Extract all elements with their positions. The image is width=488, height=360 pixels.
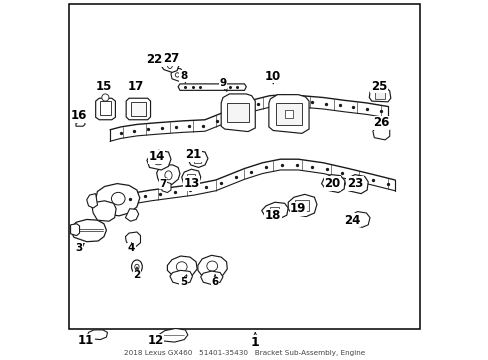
Polygon shape: [198, 255, 227, 278]
Text: 2018 Lexus GX460   51401-35430   Bracket Sub-Assembly, Engine: 2018 Lexus GX460 51401-35430 Bracket Sub…: [123, 350, 365, 356]
Polygon shape: [287, 194, 316, 217]
Text: 16: 16: [70, 109, 87, 122]
Polygon shape: [72, 220, 106, 242]
Text: 8: 8: [180, 71, 187, 81]
Bar: [285, 110, 292, 118]
Text: 17: 17: [128, 80, 144, 93]
Text: 5: 5: [180, 277, 187, 287]
Text: 18: 18: [264, 210, 281, 222]
Bar: [187, 174, 195, 181]
Ellipse shape: [131, 260, 142, 274]
Bar: [351, 180, 360, 188]
Text: 15: 15: [96, 80, 112, 93]
Text: 23: 23: [346, 177, 362, 190]
Polygon shape: [171, 68, 183, 81]
Polygon shape: [87, 330, 107, 339]
Polygon shape: [368, 89, 390, 102]
Polygon shape: [261, 202, 287, 219]
Polygon shape: [147, 150, 171, 170]
Text: 3: 3: [75, 243, 82, 253]
Ellipse shape: [153, 156, 163, 165]
Polygon shape: [86, 194, 97, 208]
Text: 20: 20: [324, 177, 340, 190]
Polygon shape: [76, 118, 85, 126]
Polygon shape: [178, 84, 246, 90]
Text: 21: 21: [185, 148, 201, 161]
Ellipse shape: [206, 261, 217, 271]
Polygon shape: [70, 224, 80, 235]
Text: 9: 9: [219, 78, 226, 88]
Polygon shape: [321, 175, 344, 193]
Bar: [227, 103, 248, 122]
Polygon shape: [161, 59, 179, 72]
Polygon shape: [92, 201, 116, 221]
Text: 12: 12: [147, 334, 163, 347]
Polygon shape: [182, 169, 201, 186]
Text: 10: 10: [264, 69, 281, 82]
Bar: [270, 207, 279, 215]
Text: 11: 11: [78, 334, 94, 347]
Polygon shape: [156, 165, 180, 186]
Text: 19: 19: [289, 202, 306, 215]
Polygon shape: [372, 127, 389, 140]
Text: 26: 26: [372, 116, 389, 129]
Polygon shape: [268, 95, 308, 134]
Text: 6: 6: [211, 277, 218, 287]
Polygon shape: [96, 184, 140, 216]
Ellipse shape: [111, 192, 125, 205]
Polygon shape: [187, 150, 207, 167]
Circle shape: [102, 94, 109, 101]
Text: 24: 24: [343, 214, 360, 227]
Polygon shape: [348, 212, 369, 227]
Text: 27: 27: [163, 52, 179, 65]
Bar: [131, 102, 145, 116]
Ellipse shape: [176, 262, 187, 272]
Text: 25: 25: [370, 80, 386, 93]
Polygon shape: [169, 270, 192, 285]
Text: 1: 1: [250, 336, 259, 348]
Bar: [328, 180, 338, 188]
Polygon shape: [345, 175, 367, 194]
Ellipse shape: [135, 264, 139, 269]
Polygon shape: [161, 182, 171, 193]
Text: 7: 7: [159, 179, 166, 189]
Polygon shape: [167, 256, 197, 278]
Bar: [374, 91, 385, 99]
Polygon shape: [96, 98, 115, 120]
Bar: [294, 201, 308, 211]
Polygon shape: [125, 232, 140, 246]
Text: 4: 4: [127, 243, 135, 253]
Polygon shape: [221, 94, 255, 132]
Bar: [100, 102, 110, 115]
Polygon shape: [158, 328, 187, 342]
Ellipse shape: [167, 62, 172, 68]
Polygon shape: [125, 209, 139, 221]
Bar: [194, 156, 201, 163]
Polygon shape: [126, 98, 150, 120]
Text: 14: 14: [148, 150, 164, 163]
Text: 2: 2: [133, 270, 140, 280]
Polygon shape: [201, 271, 223, 285]
Text: 13: 13: [183, 177, 199, 190]
Bar: [275, 103, 302, 125]
Text: 22: 22: [146, 53, 162, 66]
